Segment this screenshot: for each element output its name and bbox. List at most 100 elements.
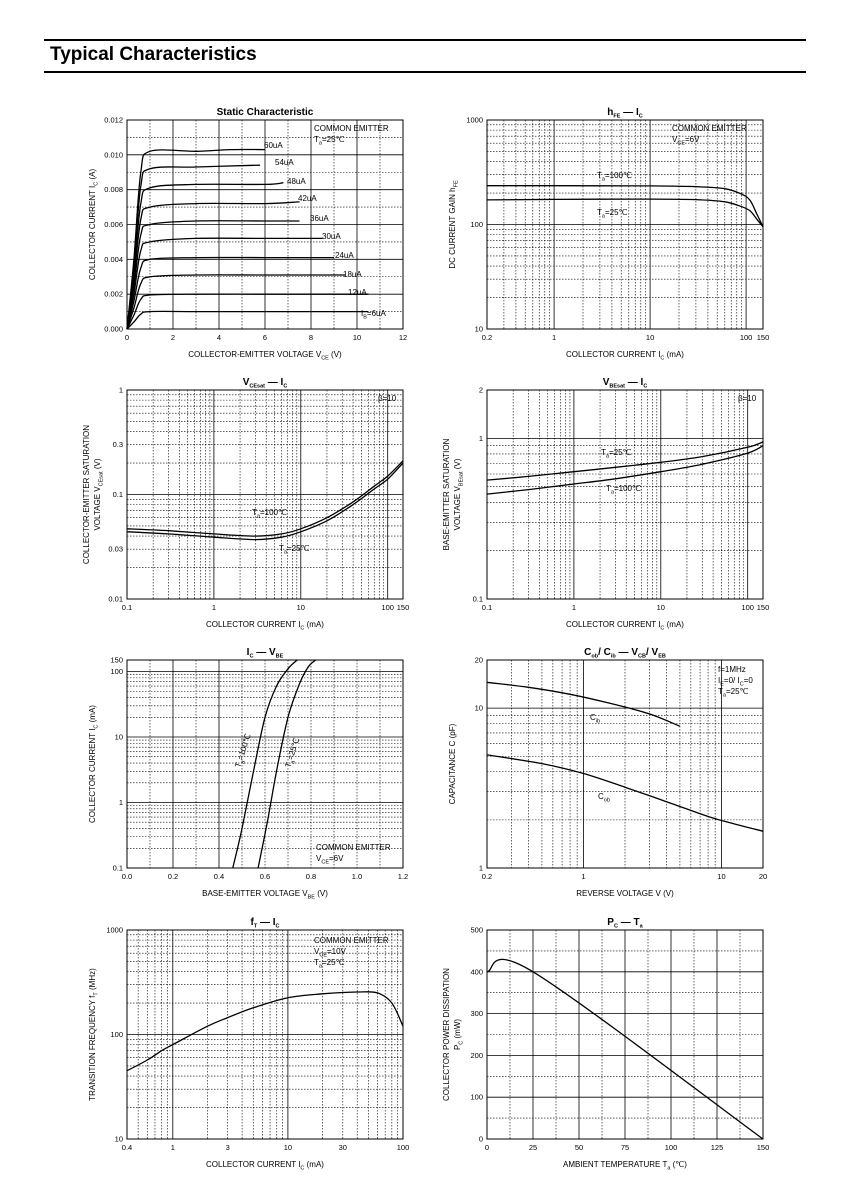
x-axis-label: COLLECTOR CURRENT IC (mA) xyxy=(206,620,324,632)
condition-label: COMMON EMITTER xyxy=(672,124,747,133)
x-tick-label: 10 xyxy=(657,603,665,612)
x-tick-label: 2 xyxy=(171,333,175,342)
chart-title: fT — IC xyxy=(250,917,279,930)
series-label: Ta=25℃ xyxy=(279,544,310,556)
x-tick-label: 0.4 xyxy=(214,872,224,881)
y-axis-label-text: TRANSITION FREQUENCY fT (MHz) xyxy=(88,968,100,1101)
series-line xyxy=(126,256,334,330)
condition-label: COMMON EMITTER xyxy=(316,843,391,852)
x-tick-label: 20 xyxy=(759,872,767,881)
y-tick-label: 400 xyxy=(470,967,483,976)
series-line xyxy=(126,991,404,1072)
y-axis-label-text: DC CURRENT GAIN hFE xyxy=(448,180,460,269)
y-axis-label: TRANSITION FREQUENCY fT (MHz) xyxy=(88,968,100,1101)
y-axis-label-text: COLLECTOR CURRENT IC (mA) xyxy=(88,705,100,823)
series-label: Ta=100℃ xyxy=(233,733,255,770)
series-line xyxy=(486,754,764,832)
grid xyxy=(127,930,403,1139)
series-line xyxy=(257,659,317,869)
y-tick-label: 100 xyxy=(470,220,483,229)
y-axis-label: BASE-EMITTER SATURATION VOLTAGE VBEsat (V… xyxy=(442,438,465,550)
y-axis-label: COLLECTOR-EMITTER SATURATION VOLTAGE VCEs… xyxy=(82,425,105,564)
x-tick-label: 100 xyxy=(381,603,394,612)
series-label: 54uA xyxy=(275,158,294,167)
y-tick-label: 0.03 xyxy=(108,545,123,554)
condition-label: Ta=25℃ xyxy=(314,958,345,970)
x-tick-label: 150 xyxy=(757,603,770,612)
series-label: 36uA xyxy=(310,214,329,223)
series-line xyxy=(126,274,346,330)
y-tick-label: 300 xyxy=(470,1009,483,1018)
y-tick-label: 0.1 xyxy=(473,595,483,604)
series-line xyxy=(126,148,266,330)
series-label: 42uA xyxy=(298,194,317,203)
x-axis-label: BASE-EMITTER VOLTAGE VBE (V) xyxy=(202,889,328,901)
x-tick-label: 100 xyxy=(397,1143,410,1152)
x-tick-label: 75 xyxy=(621,1143,629,1152)
y-tick-label: 1 xyxy=(479,864,483,873)
x-axis-label: COLLECTOR CURRENT IC (mA) xyxy=(566,620,684,632)
series-label: Cib xyxy=(590,713,600,725)
y-tick-label: 100 xyxy=(470,1093,483,1102)
x-tick-label: 3 xyxy=(226,1143,230,1152)
y-tick-label: 0.008 xyxy=(104,185,123,194)
series-line xyxy=(126,293,369,330)
chart-c2: 0.2 1 10 100 150 10 100 1000 hFE — IC COLLECTOR C… xyxy=(448,107,769,362)
chart-title: VCEsat — IC xyxy=(243,377,288,390)
chart-c1: 0 2 4 6 8 10 12 0.000 0.002 0.004 0.006 0.008 0.010 0… xyxy=(88,107,407,362)
y-axis-label-line1: COLLECTOR POWER DISSIPATION xyxy=(442,968,451,1101)
series-line xyxy=(126,460,404,537)
x-tick-label: 150 xyxy=(757,1143,770,1152)
series-label: IB=6uA xyxy=(361,309,386,321)
x-tick-label: 1.0 xyxy=(352,872,362,881)
condition-label: COMMON EMITTER xyxy=(314,936,389,945)
x-tick-label: 0.6 xyxy=(260,872,270,881)
y-axis-label-text: COLLECTOR CURRENT IC (A) xyxy=(88,169,100,281)
condition-label: Ta=25℃ xyxy=(314,135,345,147)
plot-frame xyxy=(486,119,764,330)
y-tick-label: 200 xyxy=(470,1051,483,1060)
y-tick-label: 100 xyxy=(110,1030,123,1039)
y-tick-label: 500 xyxy=(470,926,483,935)
y-axis-label: COLLECTOR CURRENT IC (mA) xyxy=(88,705,100,823)
x-tick-label: 1.2 xyxy=(398,872,408,881)
x-tick-label: 10 xyxy=(646,333,654,342)
condition-label: VCE=10V xyxy=(314,947,347,959)
series-line xyxy=(486,198,764,228)
series-line xyxy=(126,220,300,330)
series-line xyxy=(486,441,764,481)
y-tick-label: 10 xyxy=(115,1135,123,1144)
chart-title: PC — Ta xyxy=(607,917,643,930)
chart-c5: 0.0 0.2 0.4 0.6 0.8 1.0 1.2 0.1 1 10 100 150 IC — VB… xyxy=(88,647,408,901)
series-line xyxy=(126,182,284,330)
grid xyxy=(487,120,763,329)
y-tick-label: 0.002 xyxy=(104,290,123,299)
x-tick-label: 0.1 xyxy=(482,603,492,612)
chart-c4: 0.1 1 10 100 150 0.1 1 2 VBEsat — IC COLLECTOR CU… xyxy=(442,377,769,632)
x-tick-label: 0 xyxy=(125,333,129,342)
y-tick-label: 2 xyxy=(479,386,483,395)
condition-label: β=10 xyxy=(378,394,397,403)
x-tick-label: 1 xyxy=(212,603,216,612)
chart-title: IC — VBE xyxy=(247,647,284,660)
x-tick-label: 50 xyxy=(575,1143,583,1152)
y-axis-label: COLLECTOR CURRENT IC (A) xyxy=(88,169,100,281)
y-axis-label: CAPACITANCE C (pF) xyxy=(448,723,457,804)
y-tick-label: 0.012 xyxy=(104,116,123,125)
series-label: 12uA xyxy=(348,288,367,297)
x-tick-label: 125 xyxy=(711,1143,724,1152)
y-axis-label: DC CURRENT GAIN hFE xyxy=(448,180,460,269)
y-tick-label: 150 xyxy=(110,656,123,665)
plot-frame xyxy=(126,389,404,600)
series-label: 60uA xyxy=(264,141,283,150)
chart-title: VBEsat — IC xyxy=(603,377,648,390)
chart-c3: 0.1 1 10 100 150 0.01 0.03 0.1 0.3 1 VCEsat — IC CO… xyxy=(82,377,409,632)
grid xyxy=(127,660,403,868)
x-tick-label: 1 xyxy=(572,603,576,612)
y-tick-label: 0.01 xyxy=(108,595,123,604)
series-line xyxy=(232,659,298,869)
x-tick-label: 10 xyxy=(353,333,361,342)
series-label: Cob xyxy=(598,792,610,804)
